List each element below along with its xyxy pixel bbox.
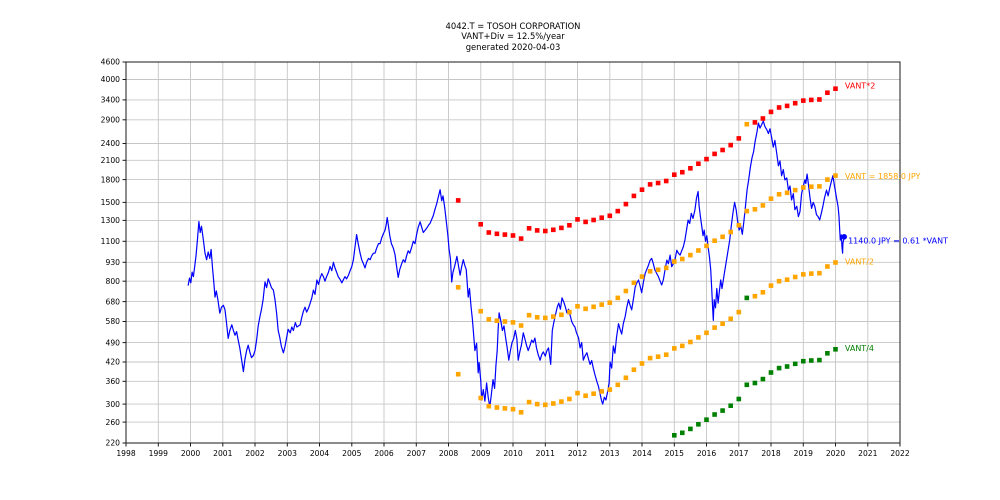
y-tick-label: 1300 bbox=[101, 216, 120, 225]
y-tick-label: 300 bbox=[106, 400, 121, 409]
x-tick-label: 2002 bbox=[245, 449, 264, 458]
series-label: 1140.0 JPY = 0.61 *VANT bbox=[848, 237, 948, 246]
x-tick-label: 2010 bbox=[503, 449, 522, 458]
chart-title-line3: generated 2020-04-03 bbox=[465, 41, 561, 52]
y-tick-label: 4000 bbox=[101, 75, 120, 84]
y-tick-label: 490 bbox=[106, 338, 121, 347]
x-tick-label: 2008 bbox=[439, 449, 458, 458]
series-label: VANT*2 bbox=[845, 82, 875, 91]
x-tick-label: 2001 bbox=[213, 449, 232, 458]
x-tick-label: 1999 bbox=[149, 449, 168, 458]
y-tick-label: 2400 bbox=[101, 139, 120, 148]
y-tick-label: 800 bbox=[106, 277, 121, 286]
y-tick-label: 930 bbox=[106, 258, 121, 267]
x-tick-label: 2003 bbox=[278, 449, 297, 458]
x-tick-label: 2015 bbox=[665, 449, 684, 458]
last-price-dot bbox=[841, 234, 847, 240]
price-line bbox=[187, 120, 845, 408]
x-tick-label: 2017 bbox=[729, 449, 748, 458]
series-vant bbox=[455, 173, 838, 328]
y-tick-label: 680 bbox=[106, 297, 121, 306]
y-tick-label: 2900 bbox=[101, 116, 120, 125]
y-tick-label: 2100 bbox=[101, 156, 120, 165]
x-tick-label: 2013 bbox=[600, 449, 619, 458]
y-tick-label: 1500 bbox=[101, 198, 120, 207]
x-tick-label: 2007 bbox=[407, 449, 426, 458]
gridlines bbox=[125, 61, 901, 444]
y-tick-label: 260 bbox=[106, 418, 121, 427]
series-label: VANT/2 bbox=[845, 258, 874, 267]
y-axis: 220 260 300 360 420 490 580 680 800 930 1100 1300 15… bbox=[101, 58, 126, 448]
x-tick-label: 2011 bbox=[536, 449, 555, 458]
x-tick-label: 2009 bbox=[471, 449, 490, 458]
x-tick-label: 2000 bbox=[181, 449, 200, 458]
x-tick-label: 2021 bbox=[858, 449, 877, 458]
x-tick-label: 2014 bbox=[632, 449, 651, 458]
x-tick-label: 2005 bbox=[342, 449, 361, 458]
y-tick-label: 3400 bbox=[101, 96, 120, 105]
series-vant-2 bbox=[455, 86, 838, 241]
chart-title-line2: VANT+Div = 12.5%/year bbox=[461, 31, 565, 42]
chart-title-line1: 4042.T = TOSOH CORPORATION bbox=[445, 21, 581, 31]
x-tick-label: 2019 bbox=[794, 449, 813, 458]
x-tick-label: 2018 bbox=[761, 449, 780, 458]
y-tick-label: 1800 bbox=[101, 175, 120, 184]
x-tick-label: 1998 bbox=[116, 449, 135, 458]
y-tick-label: 220 bbox=[106, 439, 121, 448]
y-tick-label: 580 bbox=[106, 317, 121, 326]
y-tick-label: 360 bbox=[106, 377, 121, 386]
x-tick-label: 2016 bbox=[697, 449, 716, 458]
series-label: VANT/4 bbox=[845, 344, 874, 353]
x-axis: 1998 1999 2000 2001 2002 2003 2004 2005 2006 2007… bbox=[116, 443, 910, 458]
chart-title: 4042.T = TOSOH CORPORATION VANT+Div = 12… bbox=[26, 21, 1000, 52]
x-tick-label: 2020 bbox=[826, 449, 845, 458]
y-tick-label: 1100 bbox=[101, 237, 120, 246]
x-tick-label: 2006 bbox=[374, 449, 393, 458]
x-tick-label: 2022 bbox=[890, 449, 909, 458]
annotations: VANT*2 VANT = 1858.0 JPY 1140.0 JPY = 0.61… bbox=[841, 82, 948, 353]
series-vant-2 bbox=[455, 260, 838, 415]
series-label: VANT = 1858.0 JPY bbox=[845, 172, 921, 181]
x-tick-label: 2012 bbox=[568, 449, 587, 458]
series-vant-4 bbox=[672, 347, 838, 438]
y-tick-label: 420 bbox=[106, 358, 121, 367]
x-tick-label: 2004 bbox=[310, 449, 329, 458]
y-tick-label: 4600 bbox=[101, 58, 120, 67]
